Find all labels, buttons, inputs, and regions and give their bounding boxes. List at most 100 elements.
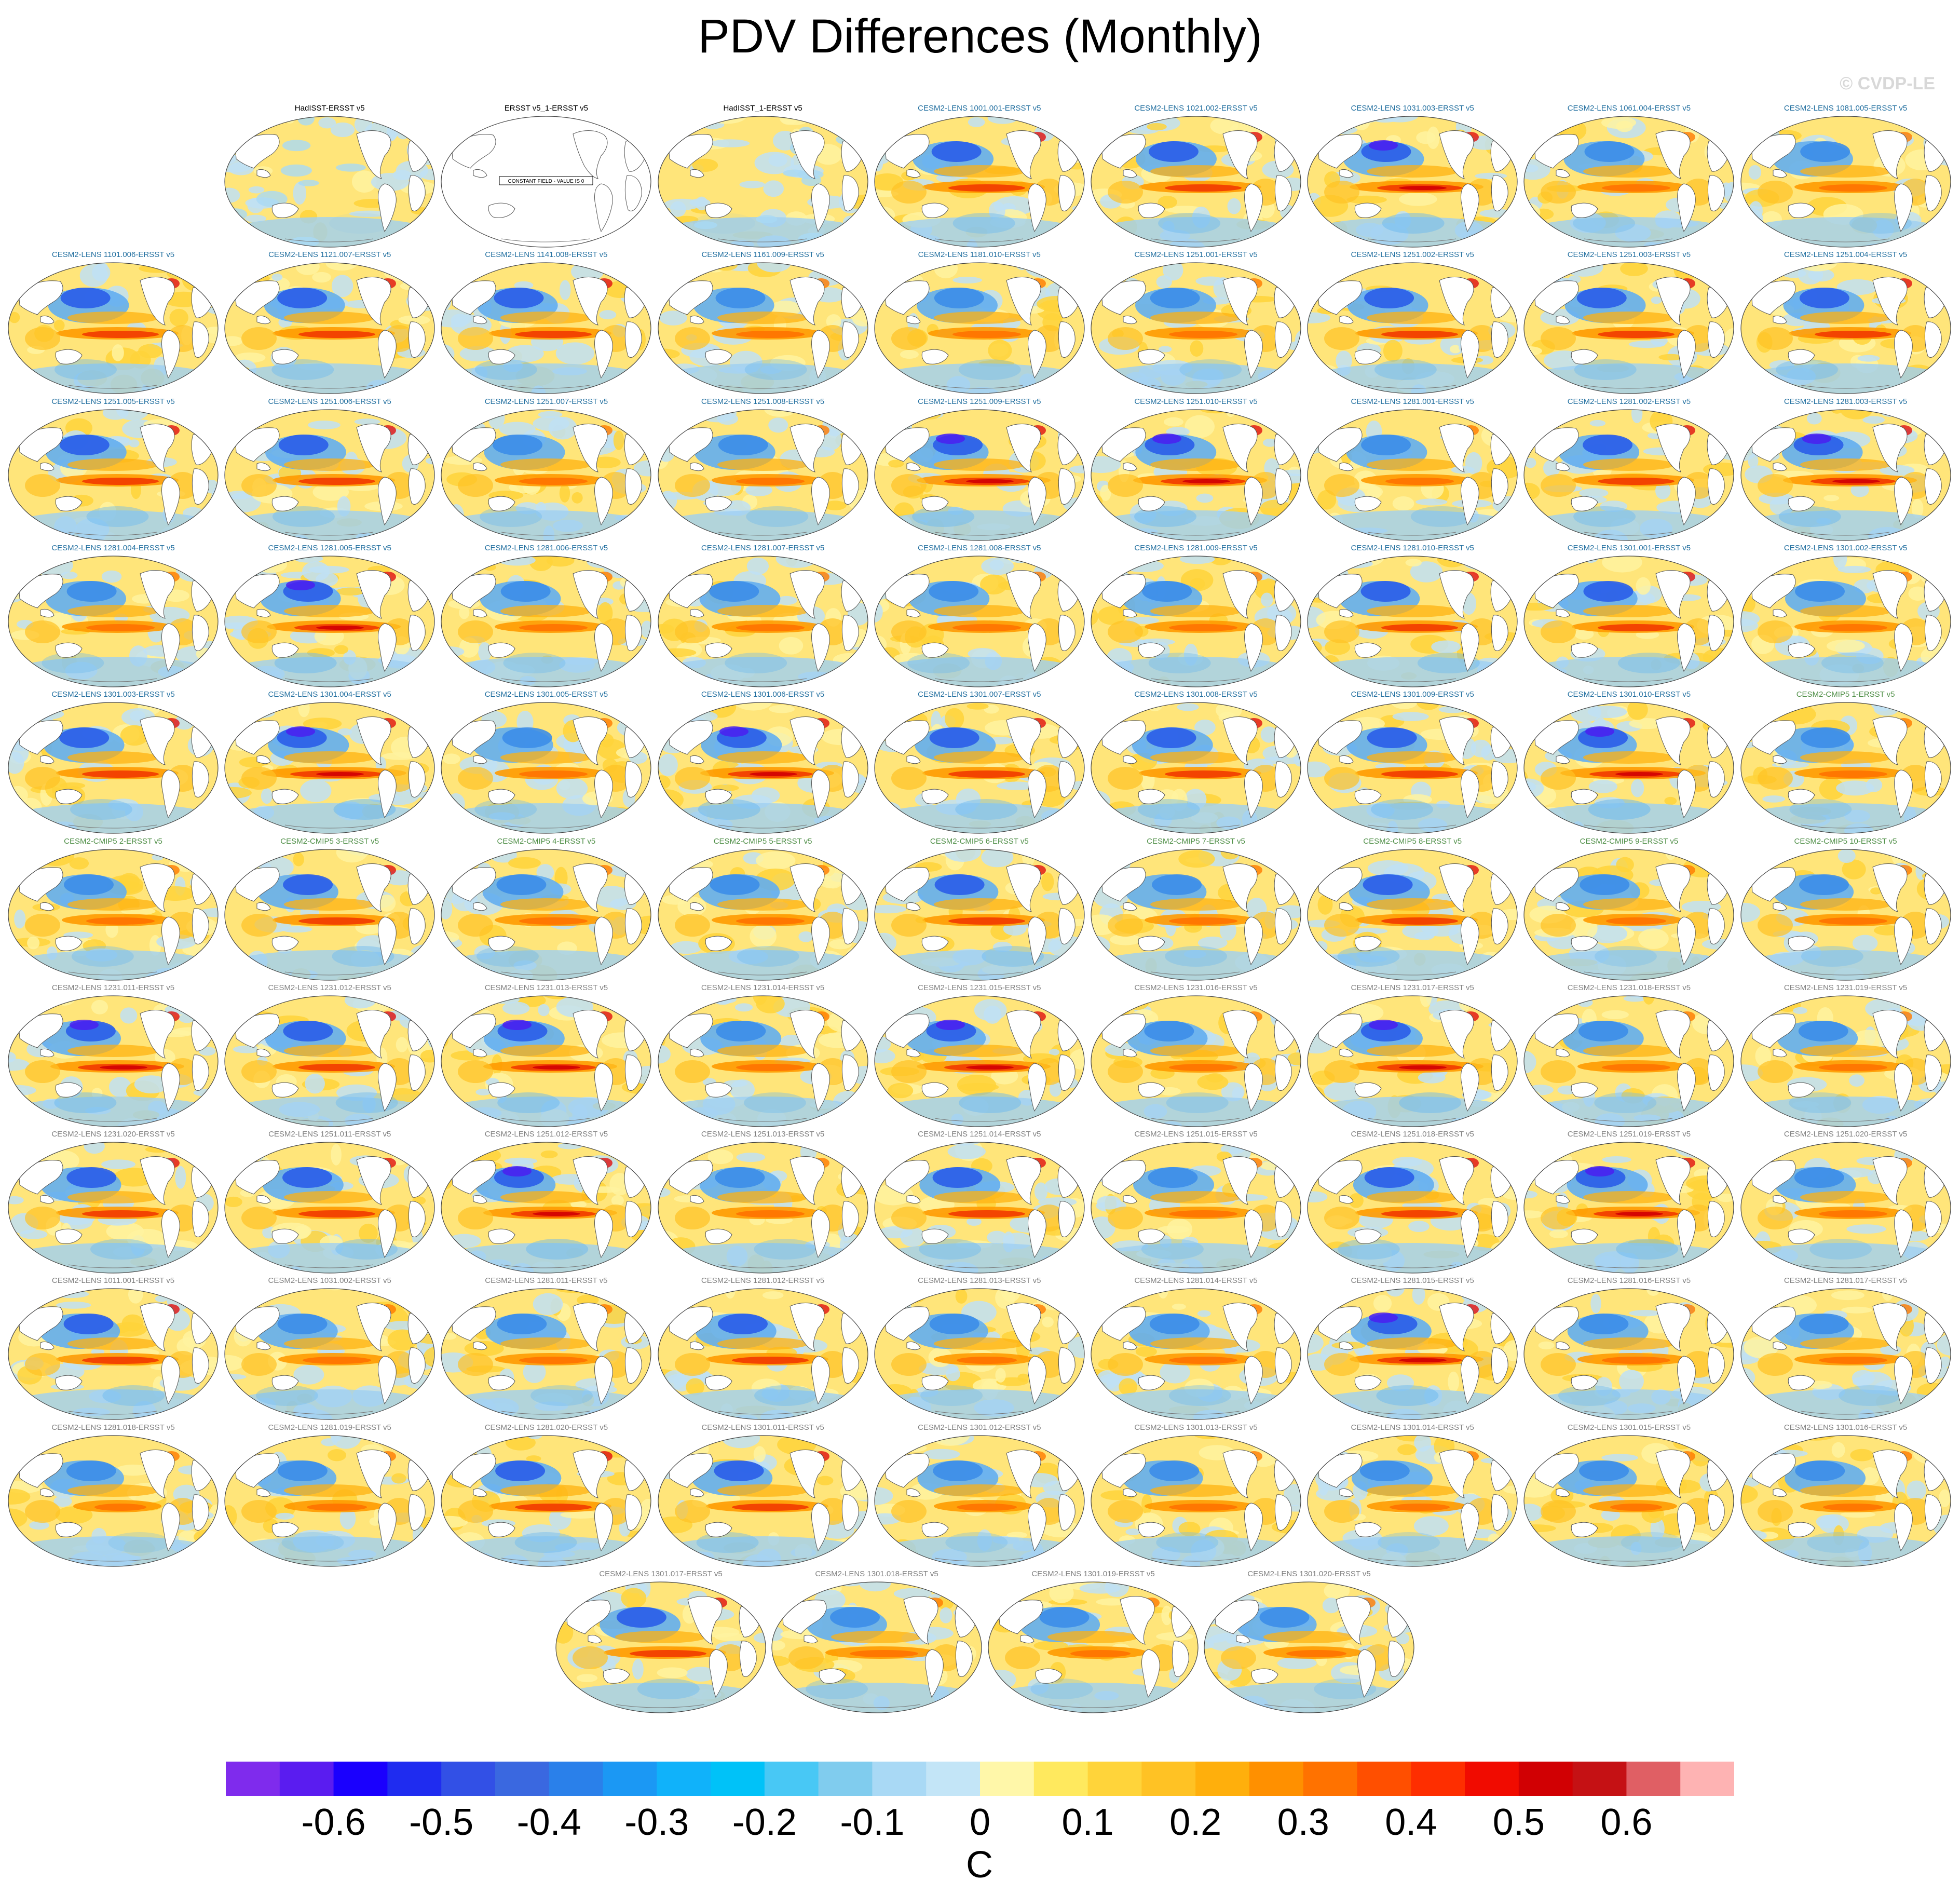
map-panel-title: CESM2-LENS 1301.013-ERSST v5 xyxy=(1134,1423,1258,1432)
sst-difference-map xyxy=(1740,409,1951,541)
sst-difference-map xyxy=(1523,1142,1734,1274)
sst-difference-map xyxy=(1740,702,1951,834)
colorbar-swatch xyxy=(441,1762,496,1796)
map-panel: CESM2-LENS 1251.009-ERSST v5 xyxy=(873,396,1086,542)
colorbar-swatch xyxy=(1465,1762,1519,1796)
map-panel-title: CESM2-LENS 1281.013-ERSST v5 xyxy=(918,1276,1041,1286)
sst-difference-map xyxy=(1091,556,1301,687)
map-panel-title: CESM2-LENS 1281.017-ERSST v5 xyxy=(1784,1276,1908,1286)
map-panel-title: CESM2-LENS 1251.003-ERSST v5 xyxy=(1567,250,1691,260)
sst-difference-map xyxy=(1307,262,1518,394)
map-panel-title: CESM2-LENS 1301.020-ERSST v5 xyxy=(1247,1570,1371,1578)
map-panel: CESM2-CMIP5 7-ERSST v5 xyxy=(1089,836,1303,981)
colorbar-swatch xyxy=(1518,1762,1573,1796)
map-panel-title: CESM2-LENS 1301.001-ERSST v5 xyxy=(1567,543,1691,552)
colorbar-swatch xyxy=(279,1762,334,1796)
map-panel-title: CESM2-CMIP5 1-ERSST v5 xyxy=(1796,690,1895,699)
map-panel: CESM2-LENS 1281.013-ERSST v5 xyxy=(873,1275,1086,1420)
map-panel: CESM2-LENS 1281.014-ERSST v5 xyxy=(1089,1275,1303,1420)
map-panel: CESM2-LENS 1021.002-ERSST v5 xyxy=(1089,103,1303,248)
map-panel: CESM2-LENS 1251.002-ERSST v5 xyxy=(1305,249,1519,395)
colorbar-tick-label: -0.5 xyxy=(409,1802,474,1843)
sst-difference-map xyxy=(657,556,868,687)
sst-difference-map xyxy=(1740,1288,1951,1420)
sst-difference-map xyxy=(1523,556,1734,687)
sst-difference-map xyxy=(1091,116,1301,248)
map-panel-title: CESM2-LENS 1251.005-ERSST v5 xyxy=(51,397,175,406)
colorbar-swatch xyxy=(495,1762,550,1796)
map-panel-title: CESM2-LENS 1231.013-ERSST v5 xyxy=(484,983,608,992)
map-panel-title: CESM2-LENS 1281.002-ERSST v5 xyxy=(1567,397,1691,406)
map-panel-title: CESM2-LENS 1301.009-ERSST v5 xyxy=(1351,690,1474,699)
colorbar-tick-label: 0.1 xyxy=(1061,1802,1114,1843)
map-panel-title: CESM2-LENS 1251.013-ERSST v5 xyxy=(701,1130,825,1139)
map-panel-title: CESM2-LENS 1281.010-ERSST v5 xyxy=(1351,543,1474,552)
map-panel: CESM2-LENS 1281.015-ERSST v5 xyxy=(1305,1275,1519,1420)
map-panel: CESM2-LENS 1301.014-ERSST v5 xyxy=(1305,1422,1519,1567)
map-panel: CESM2-CMIP5 9-ERSST v5 xyxy=(1522,836,1736,981)
sst-difference-map xyxy=(441,702,651,834)
sst-difference-map xyxy=(657,702,868,834)
map-panel-title: CESM2-CMIP5 2-ERSST v5 xyxy=(64,836,162,846)
map-panel: CESM2-LENS 1281.018-ERSST v5 xyxy=(6,1422,220,1567)
constant-field-note: CONSTANT FIELD - VALUE IS 0 xyxy=(508,179,584,184)
map-panel: CESM2-LENS 1281.001-ERSST v5 xyxy=(1305,396,1519,542)
sst-difference-map xyxy=(874,995,1085,1127)
cvdp-le-watermark: © CVDP-LE xyxy=(1840,74,1935,93)
map-panel: CESM2-LENS 1281.004-ERSST v5 xyxy=(6,543,220,688)
sst-difference-map xyxy=(874,702,1085,834)
sst-difference-map xyxy=(1740,262,1951,394)
map-panel-title: CESM2-LENS 1121.007-ERSST v5 xyxy=(268,250,391,260)
sst-difference-map xyxy=(1523,995,1734,1127)
map-panel-title: CESM2-LENS 1001.001-ERSST v5 xyxy=(918,104,1041,113)
sst-difference-map xyxy=(1307,995,1518,1127)
colorbar-tick-label: -0.3 xyxy=(624,1802,689,1843)
sst-difference-map xyxy=(874,1435,1085,1567)
sst-difference-map xyxy=(224,848,435,981)
map-panel: CESM2-LENS 1011.001-ERSST v5 xyxy=(6,1275,220,1420)
sst-difference-map xyxy=(224,116,435,248)
map-panel: CESM2-LENS 1251.005-ERSST v5 xyxy=(6,396,220,542)
map-panel-title: CESM2-LENS 1281.014-ERSST v5 xyxy=(1134,1276,1258,1286)
map-panel: CESM2-LENS 1061.004-ERSST v5 xyxy=(1522,103,1736,248)
map-panel: CESM2-LENS 1281.008-ERSST v5 xyxy=(873,543,1086,688)
map-panel: CESM2-LENS 1231.019-ERSST v5 xyxy=(1739,982,1953,1128)
map-panel: CESM2-LENS 1251.020-ERSST v5 xyxy=(1739,1129,1953,1274)
map-panel-title: CESM2-LENS 1281.015-ERSST v5 xyxy=(1351,1276,1474,1286)
colorbar-swatch xyxy=(657,1762,711,1796)
map-panel: CESM2-LENS 1251.019-ERSST v5 xyxy=(1522,1129,1736,1274)
map-panel: CESM2-LENS 1301.020-ERSST v5 xyxy=(1202,1568,1416,1714)
map-panel: CESM2-LENS 1301.009-ERSST v5 xyxy=(1305,689,1519,834)
map-panel-title: CESM2-LENS 1231.015-ERSST v5 xyxy=(918,983,1041,992)
sst-difference-map xyxy=(1523,1288,1734,1420)
sst-difference-map xyxy=(8,995,219,1127)
sst-difference-map: CONSTANT FIELD - VALUE IS 0 xyxy=(441,116,651,248)
map-panel: CESM2-LENS 1301.006-ERSST v5 xyxy=(656,689,870,834)
sst-difference-map xyxy=(1091,1142,1301,1274)
sst-difference-map xyxy=(771,1581,982,1713)
sst-difference-map xyxy=(8,1435,219,1567)
map-panel-title: CESM2-LENS 1231.016-ERSST v5 xyxy=(1134,983,1258,992)
map-panel-title: CESM2-LENS 1281.001-ERSST v5 xyxy=(1351,397,1474,406)
map-panel-title: CESM2-LENS 1301.006-ERSST v5 xyxy=(701,690,825,699)
map-panel-title: CESM2-CMIP5 3-ERSST v5 xyxy=(280,836,379,846)
map-panel: CESM2-LENS 1301.015-ERSST v5 xyxy=(1522,1422,1736,1567)
map-panel: CESM2-LENS 1281.011-ERSST v5 xyxy=(439,1275,653,1420)
map-panel: CESM2-LENS 1301.019-ERSST v5 xyxy=(986,1568,1200,1714)
sst-difference-map xyxy=(8,1142,219,1274)
map-panel-title: CESM2-LENS 1281.016-ERSST v5 xyxy=(1567,1276,1691,1286)
colorbar-swatch xyxy=(711,1762,765,1796)
map-panel-title: CESM2-CMIP5 10-ERSST v5 xyxy=(1794,836,1897,846)
sst-difference-map xyxy=(1740,995,1951,1127)
sst-difference-map xyxy=(8,262,219,394)
map-panel-title: CESM2-LENS 1251.008-ERSST v5 xyxy=(701,397,825,406)
map-panel: CESM2-LENS 1301.016-ERSST v5 xyxy=(1739,1422,1953,1567)
sst-difference-map xyxy=(224,1142,435,1274)
map-panel-title: CESM2-LENS 1301.005-ERSST v5 xyxy=(484,690,608,699)
sst-difference-map xyxy=(441,848,651,981)
map-panel-title: CESM2-LENS 1081.005-ERSST v5 xyxy=(1784,104,1908,113)
sst-difference-map xyxy=(1740,1435,1951,1567)
sst-difference-map xyxy=(1523,262,1734,394)
map-panel-title: CESM2-LENS 1251.011-ERSST v5 xyxy=(268,1130,391,1139)
map-panel: CESM2-LENS 1301.017-ERSST v5 xyxy=(554,1568,768,1714)
